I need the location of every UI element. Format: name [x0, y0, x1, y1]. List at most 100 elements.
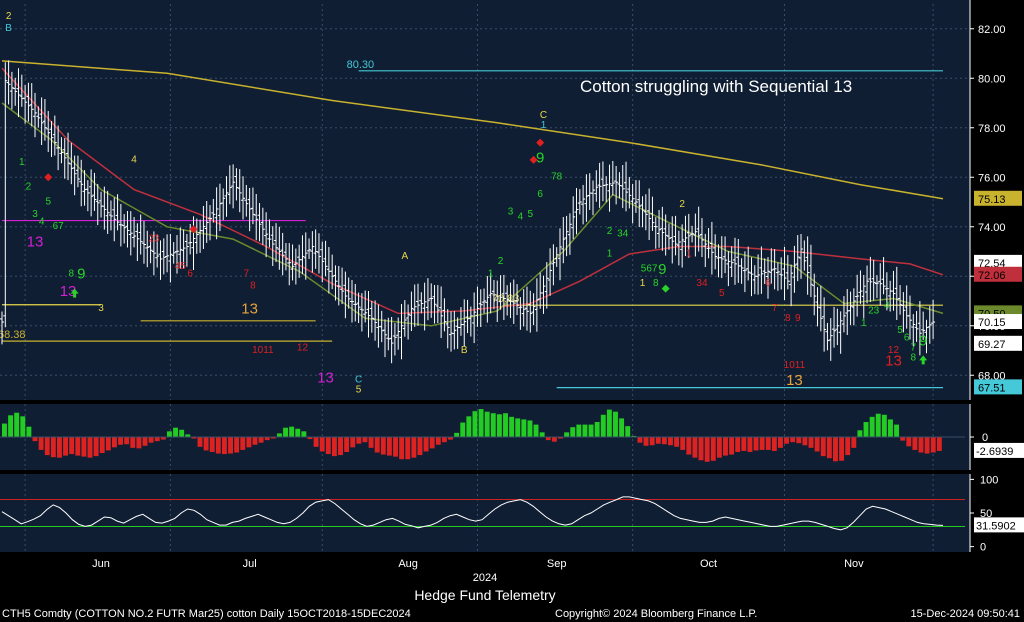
histogram-bar — [564, 432, 570, 437]
ohlc-bar — [254, 193, 259, 241]
histogram-bar — [69, 437, 75, 455]
histogram-bar — [32, 437, 38, 442]
ohlc-bar — [604, 176, 609, 203]
sequential-count: 23 — [148, 234, 160, 245]
sequential-count: 7 — [772, 303, 778, 314]
osc-value-label: 31.5902 — [976, 520, 1016, 532]
histogram-bar — [331, 437, 337, 457]
ohlc-bar — [425, 278, 430, 321]
histogram-bar — [735, 437, 741, 452]
oscillator-panel-bg — [0, 474, 970, 552]
price-tag-box — [974, 266, 1022, 282]
histogram-bar — [350, 437, 356, 448]
histogram-bar — [466, 416, 472, 437]
sequential-count: 6 — [904, 333, 910, 344]
ohlc-bar — [874, 275, 879, 299]
ohlc-bar — [247, 187, 252, 232]
histogram-bar — [759, 437, 765, 450]
ohlc-bar — [158, 240, 163, 280]
x-tick-label: Nov — [844, 558, 864, 570]
ohlc-bar — [320, 241, 325, 283]
ohlc-bar — [766, 257, 771, 299]
histogram-bar — [692, 437, 698, 458]
histogram-bar — [888, 419, 893, 437]
sequential-count: 5 — [356, 385, 362, 396]
ohlc-bar — [594, 170, 599, 202]
histogram-bar — [411, 437, 417, 458]
sequential-count: 1 — [861, 318, 867, 329]
ohlc-bar — [221, 188, 226, 221]
ohlc-bar — [911, 314, 916, 347]
ohlc-bar — [392, 323, 397, 356]
ohlc-bar — [383, 319, 388, 358]
sequential-count: 8 — [69, 268, 75, 279]
histogram-bar — [674, 437, 680, 447]
histogram-bar — [551, 437, 557, 442]
footer-security-info: CTH5 Comdty (COTTON NO.2 FUTR Mar25) cot… — [2, 608, 411, 620]
ohlc-bar — [865, 265, 870, 304]
histogram-bar — [521, 419, 527, 437]
histogram-bar — [63, 437, 69, 456]
histogram-bar — [655, 437, 661, 444]
ohlc-bar — [713, 234, 718, 270]
ohlc-bar — [475, 286, 480, 327]
price-tag-label: 69.27 — [978, 339, 1006, 351]
ohlc-bar — [46, 110, 51, 152]
price-tag-box — [974, 335, 1022, 351]
histogram-bar — [527, 420, 533, 437]
histogram-bar — [484, 411, 490, 437]
sequential-count: 1 — [541, 120, 547, 131]
ohlc-bar — [56, 125, 61, 171]
histogram-bar — [166, 431, 172, 437]
sequential-count: 13 — [885, 352, 902, 369]
axes: 82.0080.0078.0076.0074.0072.0070.0068.00… — [92, 0, 1024, 584]
ohlc-bar — [789, 264, 794, 307]
ohlc-bar — [828, 318, 833, 361]
ohlc-bar — [891, 270, 896, 311]
histogram-bar — [900, 437, 906, 441]
ohlc-bar — [607, 164, 612, 212]
ohlc-bar — [531, 293, 536, 326]
histogram-bar — [704, 437, 710, 462]
ohlc-bar — [145, 230, 150, 268]
osc-y-tick-label: 50 — [980, 508, 992, 520]
histogram-bar — [289, 426, 295, 437]
ohlc-bar — [851, 288, 856, 326]
ohlc-bar — [534, 278, 539, 332]
ohlc-bar — [868, 256, 873, 303]
ohlc-bar — [168, 233, 173, 283]
histogram-bar — [87, 437, 93, 458]
ohlc-bar — [115, 194, 120, 231]
x-tick-label: Aug — [398, 558, 418, 570]
ohlc-bar — [478, 289, 483, 327]
sequential-count: 1011 — [784, 360, 806, 371]
sequential-count: 34 — [617, 229, 629, 240]
sequential-count: 8 — [653, 278, 659, 289]
histogram-bar — [14, 412, 20, 437]
ohlc-bar — [307, 238, 312, 259]
price-tag-label: 75.13 — [978, 194, 1006, 206]
sequential-count: 13 — [317, 370, 334, 387]
ohlc-bar — [29, 83, 34, 127]
ohlc-bar — [571, 196, 576, 240]
ohlc-bar — [439, 286, 444, 339]
ohlc-bar — [511, 279, 516, 324]
x-tick-label: Oct — [700, 558, 717, 570]
ohlc-bar — [3, 62, 8, 328]
histogram-bar — [399, 437, 405, 460]
ohlc-bar — [931, 299, 936, 339]
sequential-count: 12 — [297, 343, 309, 354]
histogram-bar — [716, 437, 722, 458]
ohlc-bar — [482, 288, 487, 314]
ohlc-bar — [614, 165, 619, 205]
histogram-bar — [845, 437, 851, 456]
histogram-bar — [246, 437, 252, 448]
ohlc-bar — [264, 212, 269, 258]
sequential-count: 78 — [551, 172, 563, 183]
histogram-bar — [221, 437, 227, 455]
price-tag: 75.13 — [974, 190, 1022, 206]
histogram-bar — [478, 409, 484, 437]
histogram-bar — [765, 437, 771, 450]
sequential-count: 1 — [607, 248, 613, 259]
histogram-bar — [264, 437, 270, 441]
